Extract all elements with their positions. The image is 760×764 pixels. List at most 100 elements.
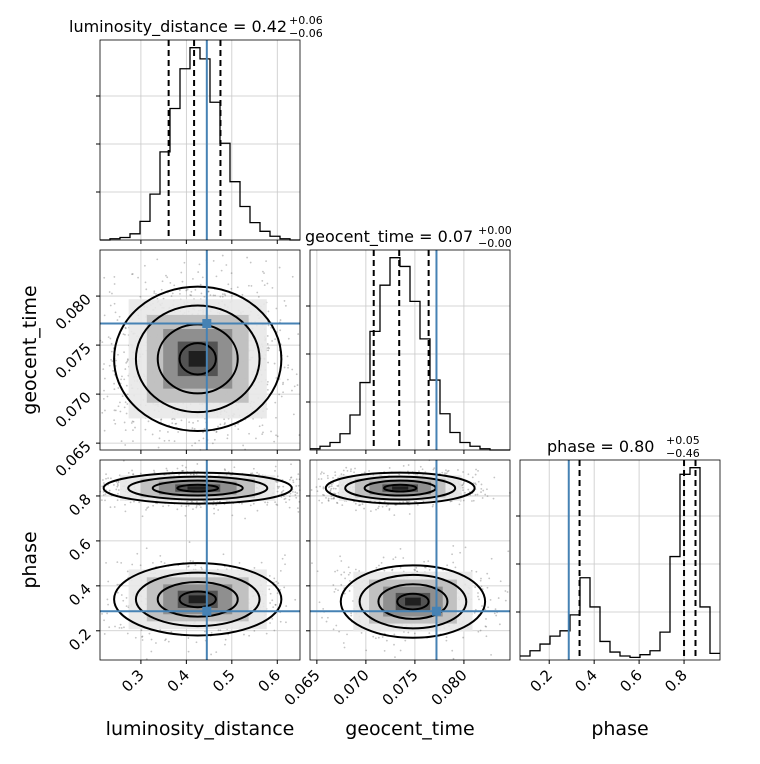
- sample-point: [146, 507, 148, 510]
- sample-point: [253, 567, 256, 569]
- ylabel-phase: phase: [19, 531, 41, 588]
- sample-point: [192, 278, 194, 280]
- sample-point: [132, 473, 135, 476]
- sample-point: [399, 566, 402, 569]
- sample-point: [261, 270, 264, 273]
- sample-point: [335, 624, 338, 627]
- sample-point: [333, 492, 336, 495]
- sample-point: [270, 430, 272, 433]
- sample-point: [161, 280, 164, 283]
- sample-point: [123, 406, 126, 409]
- sample-point: [414, 569, 417, 572]
- sample-point: [136, 552, 139, 555]
- sample-point: [116, 485, 119, 488]
- sample-point: [238, 562, 241, 564]
- sample-point: [363, 507, 365, 510]
- sample-point: [467, 473, 470, 476]
- title-phase-plus: +0.05: [666, 434, 700, 447]
- sample-point: [231, 514, 234, 517]
- sample-point: [119, 410, 122, 413]
- sample-point: [248, 432, 250, 435]
- sample-point: [398, 473, 401, 476]
- ytick-label-phase: 0.2: [65, 625, 95, 655]
- sample-point: [490, 557, 493, 560]
- sample-point: [452, 545, 455, 547]
- sample-point: [191, 427, 194, 430]
- sample-point: [485, 618, 487, 620]
- sample-point: [403, 631, 405, 633]
- sample-point: [284, 563, 286, 566]
- sample-point: [125, 361, 128, 364]
- sample-point: [111, 292, 113, 295]
- sample-point: [219, 295, 222, 298]
- sample-point: [385, 505, 388, 508]
- sample-point: [330, 483, 333, 486]
- sample-point: [330, 487, 333, 490]
- sample-point: [224, 638, 227, 641]
- sample-point: [273, 440, 276, 443]
- sample-point: [134, 426, 136, 429]
- sample-point: [266, 380, 269, 383]
- sample-point: [131, 563, 134, 566]
- sample-point: [214, 294, 217, 297]
- sample-point: [187, 565, 190, 568]
- sample-point: [113, 302, 116, 305]
- sample-point: [489, 599, 492, 601]
- sample-point: [402, 557, 405, 559]
- sample-point: [246, 256, 249, 259]
- sample-point: [283, 300, 286, 302]
- sample-point: [285, 621, 287, 624]
- sample-point: [340, 573, 343, 576]
- sample-point: [333, 496, 335, 499]
- sample-point: [471, 476, 474, 479]
- sample-point: [217, 425, 219, 428]
- sample-point: [108, 291, 111, 293]
- sample-point: [110, 358, 112, 361]
- sample-point: [273, 629, 276, 632]
- sample-point: [332, 497, 335, 500]
- sample-point: [162, 505, 164, 508]
- sample-point: [278, 485, 281, 488]
- sample-point: [480, 488, 483, 490]
- sample-point: [474, 473, 477, 476]
- sample-point: [115, 359, 117, 362]
- sample-point: [348, 590, 351, 592]
- sample-point: [223, 418, 226, 421]
- sample-point: [115, 488, 118, 491]
- panel-frame-2-1: [309, 459, 511, 661]
- sample-point: [286, 355, 289, 358]
- sample-point: [200, 292, 203, 295]
- sample-point: [139, 472, 142, 475]
- sample-point: [225, 264, 228, 266]
- sample-point: [119, 623, 122, 626]
- sample-point: [296, 384, 299, 386]
- xtick-label-geocent_time: 0.080: [428, 666, 471, 709]
- tick-marks: [96, 95, 685, 664]
- sample-point: [350, 612, 353, 615]
- sample-point: [378, 564, 380, 567]
- sample-point: [113, 276, 116, 278]
- sample-point: [105, 473, 107, 476]
- sample-point: [273, 362, 276, 365]
- title-phase-minus: −0.46: [666, 447, 700, 460]
- sample-point: [153, 471, 156, 474]
- sample-point: [381, 636, 384, 638]
- xtick-label-luminosity_distance: 0.4: [164, 666, 194, 696]
- sample-point: [334, 474, 337, 477]
- xtick-label-phase: 0.2: [526, 666, 556, 696]
- contour-phase-luminosity_distance-0-1: [127, 475, 269, 501]
- sample-point: [349, 470, 352, 473]
- sample-point: [114, 422, 117, 425]
- sample-point: [221, 295, 224, 298]
- sample-point: [166, 469, 169, 472]
- sample-point: [124, 327, 127, 330]
- sample-point: [131, 273, 133, 276]
- sample-point: [294, 494, 297, 496]
- density-block-phase-luminosity_distance-1-4: [188, 595, 207, 604]
- sample-point: [497, 597, 500, 599]
- title-geocent-time-plus: +0.00: [478, 224, 512, 237]
- sample-point: [330, 485, 333, 488]
- sample-point: [464, 546, 467, 549]
- sample-point: [407, 631, 410, 634]
